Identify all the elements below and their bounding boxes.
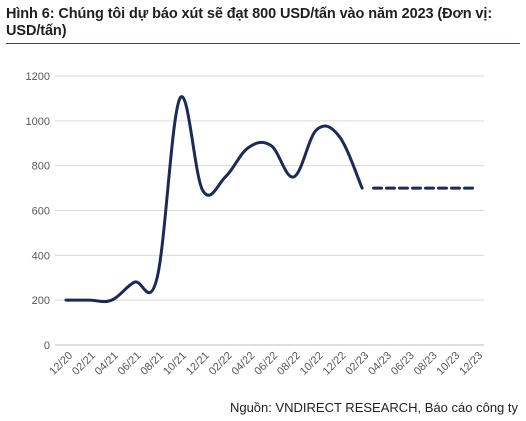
y-tick-label: 1000 bbox=[26, 116, 50, 128]
x-tick-label: 10/21 bbox=[161, 350, 189, 378]
x-tick-label: 12/22 bbox=[321, 350, 349, 378]
x-tick-label: 02/22 bbox=[207, 350, 235, 378]
x-tick-label: 04/22 bbox=[229, 350, 257, 378]
y-tick-label: 800 bbox=[32, 161, 50, 173]
source-note: Nguồn: VNDIRECT RESEARCH, Báo cáo công t… bbox=[229, 400, 518, 415]
x-tick-label: 06/21 bbox=[116, 350, 144, 378]
x-tick-label: 10/22 bbox=[298, 350, 326, 378]
x-tick-label: 10/23 bbox=[434, 350, 462, 378]
figure-title: Hình 6: Chúng tôi dự báo xút sẽ đạt 800 … bbox=[6, 6, 493, 39]
x-tick-label: 06/23 bbox=[389, 350, 417, 378]
y-tick-label: 1200 bbox=[26, 71, 50, 83]
x-tick-label: 12/23 bbox=[457, 350, 485, 378]
x-tick-label: 02/23 bbox=[343, 350, 371, 378]
gridlines bbox=[55, 75, 484, 346]
x-tick-label: 12/20 bbox=[47, 350, 75, 378]
x-tick-label: 08/23 bbox=[412, 350, 440, 378]
x-tick-label: 12/21 bbox=[184, 350, 212, 378]
title-divider bbox=[6, 43, 520, 44]
y-tick-label: 0 bbox=[44, 340, 50, 352]
x-tick-label: 02/21 bbox=[70, 350, 98, 378]
x-tick-label: 04/23 bbox=[366, 350, 394, 378]
y-tick-label: 400 bbox=[32, 250, 50, 262]
y-tick-label: 200 bbox=[32, 295, 50, 307]
x-axis-ticks: 12/2002/2104/2106/2108/2110/2112/2102/22… bbox=[47, 350, 485, 378]
x-tick-label: 06/22 bbox=[252, 350, 280, 378]
series-lines bbox=[64, 95, 478, 304]
x-tick-label: 08/21 bbox=[138, 350, 166, 378]
historical-series-line bbox=[64, 95, 364, 304]
x-tick-label: 08/22 bbox=[275, 350, 303, 378]
y-axis-ticks: 0 200 400 600 800 1000 1200 bbox=[26, 71, 50, 352]
x-tick-label: 04/21 bbox=[93, 350, 121, 378]
y-tick-label: 600 bbox=[32, 206, 50, 218]
